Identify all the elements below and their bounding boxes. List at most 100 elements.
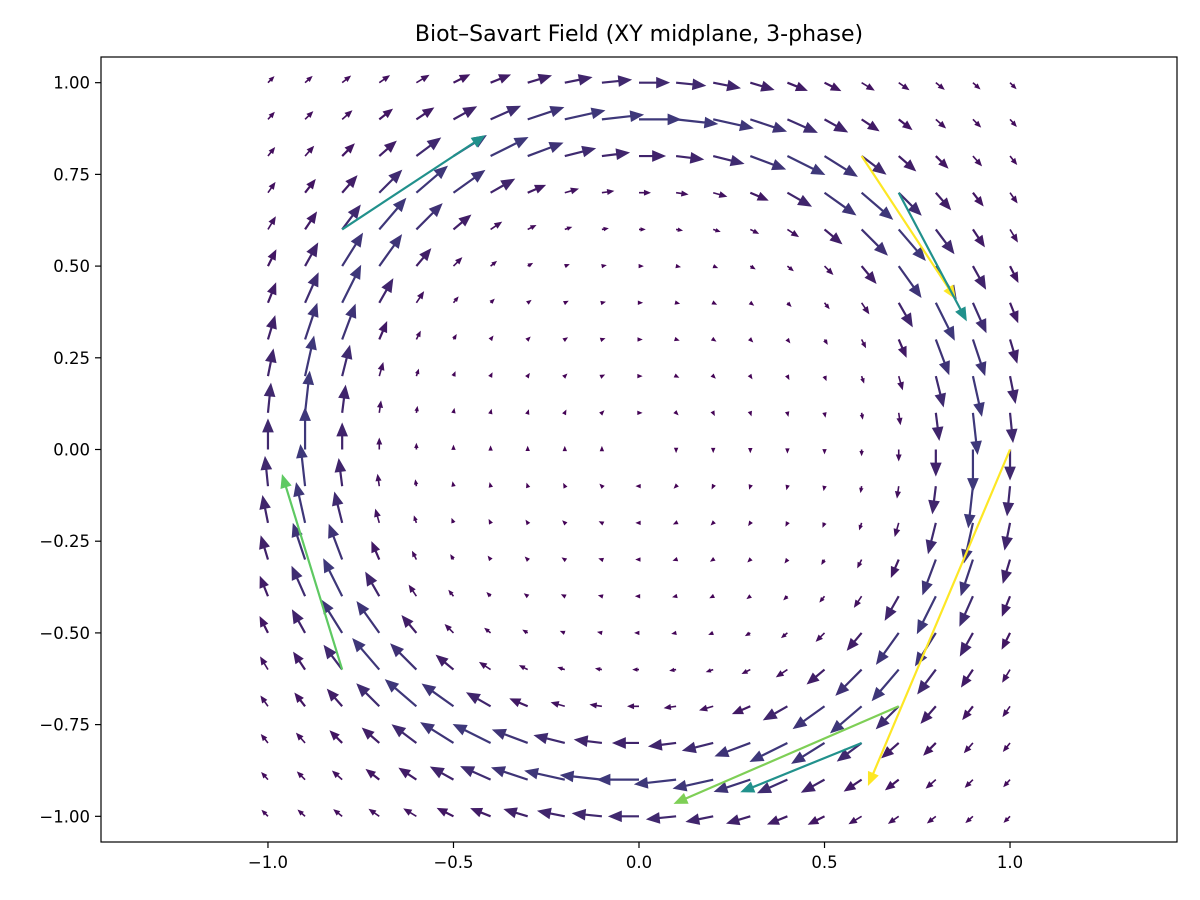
field-vector — [596, 773, 639, 786]
field-vector — [884, 778, 900, 791]
field-vector — [740, 741, 863, 793]
field-vector — [525, 372, 530, 379]
field-vector — [303, 335, 317, 377]
field-vector — [786, 155, 826, 176]
field-vector — [401, 614, 418, 634]
field-vector — [627, 703, 639, 710]
field-vector — [962, 705, 974, 721]
field-vector — [881, 742, 900, 759]
field-vector — [523, 593, 530, 599]
field-vector — [341, 135, 486, 231]
field-vector — [675, 152, 705, 164]
field-vector — [1002, 669, 1011, 683]
field-vector — [527, 224, 537, 231]
field-vector — [860, 191, 894, 220]
field-vector — [488, 445, 493, 451]
field-vector — [490, 137, 529, 158]
field-vector — [897, 228, 926, 262]
field-vector — [785, 484, 790, 491]
field-vector — [374, 508, 381, 524]
field-vector — [378, 278, 394, 304]
field-vector — [598, 521, 605, 526]
field-vector — [384, 679, 418, 708]
field-vector — [822, 375, 827, 382]
field-vector — [378, 169, 403, 194]
field-vector — [356, 683, 381, 708]
field-vector — [929, 449, 942, 477]
field-vector — [562, 373, 568, 379]
field-vector — [787, 81, 808, 92]
x-tick-label: −0.5 — [433, 853, 473, 872]
field-vector — [280, 473, 344, 670]
field-vector — [451, 444, 456, 450]
field-vector — [780, 632, 788, 639]
field-vector — [935, 191, 952, 211]
field-vector — [304, 75, 313, 84]
field-vector — [304, 302, 319, 340]
field-vector — [673, 373, 680, 378]
field-vector — [635, 520, 641, 526]
y-tick-label: 0.50 — [53, 257, 90, 276]
field-vector — [598, 557, 604, 563]
field-vector — [710, 410, 715, 417]
field-vector — [673, 483, 679, 489]
field-vector — [376, 400, 384, 413]
chart-title: Biot–Savart Field (XY midplane, 3-phase) — [415, 22, 863, 47]
field-vector — [1009, 192, 1018, 204]
field-vector — [291, 609, 307, 634]
field-vector — [420, 722, 455, 744]
field-vector — [563, 300, 569, 306]
field-vector — [408, 584, 418, 597]
field-vector — [414, 405, 419, 413]
field-vector — [415, 248, 432, 267]
field-vector — [490, 105, 522, 121]
field-vector — [527, 105, 565, 121]
field-vector — [822, 449, 827, 455]
field-vector — [967, 449, 979, 493]
field-vector — [1008, 339, 1019, 364]
field-vector — [673, 447, 679, 454]
field-vector — [639, 227, 646, 232]
field-vector — [470, 807, 491, 818]
field-vector — [749, 80, 775, 92]
field-vector — [935, 118, 947, 129]
field-vector — [560, 594, 567, 599]
field-vector — [639, 150, 667, 162]
field-vector — [709, 593, 715, 599]
y-tick-label: −0.25 — [39, 532, 90, 551]
field-vector — [931, 412, 944, 442]
field-vector — [971, 265, 987, 290]
field-vector — [415, 330, 421, 340]
field-vector — [632, 667, 639, 672]
field-vector — [897, 265, 922, 299]
field-vector — [460, 766, 492, 781]
field-vector — [491, 728, 529, 744]
field-vector — [452, 257, 463, 267]
field-vector — [341, 264, 362, 304]
field-vector — [378, 108, 394, 121]
field-vector — [527, 73, 553, 85]
field-vector — [261, 772, 269, 781]
field-vector — [971, 375, 985, 417]
field-vector — [356, 600, 381, 634]
field-vector — [296, 443, 308, 487]
field-vector — [378, 321, 388, 340]
field-vector — [786, 301, 792, 307]
field-vector — [562, 337, 569, 343]
field-vector — [451, 481, 456, 487]
field-vector — [639, 76, 671, 89]
field-vector — [894, 486, 902, 499]
field-vector — [304, 111, 314, 120]
field-vector — [823, 191, 857, 216]
field-vector — [843, 778, 863, 792]
field-vector — [329, 730, 343, 744]
field-vector — [749, 118, 788, 133]
field-vector — [823, 302, 830, 310]
field-vector — [897, 339, 907, 358]
field-vector — [452, 334, 457, 340]
field-vector — [550, 701, 566, 708]
field-vector — [376, 437, 383, 450]
field-vector — [859, 412, 865, 420]
field-vector — [713, 778, 751, 794]
field-vector — [341, 303, 357, 340]
